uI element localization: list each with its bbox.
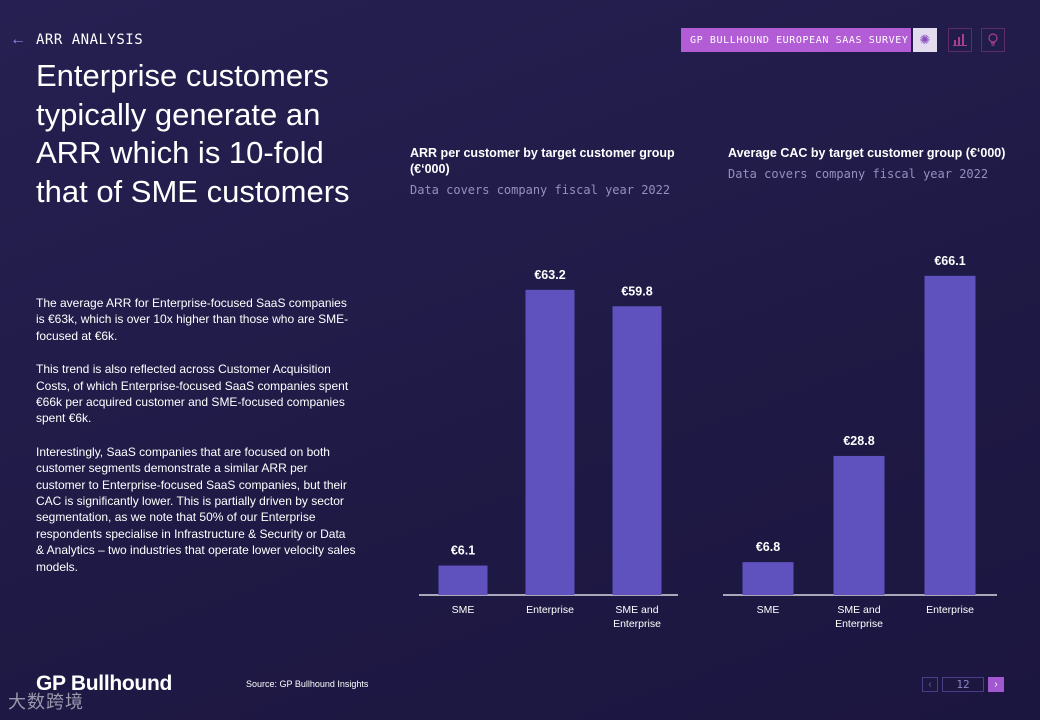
body-paragraph-1: The average ARR for Enterprise-focused S… bbox=[36, 296, 349, 343]
back-arrow-icon[interactable]: ← bbox=[10, 31, 26, 48]
cac-bar-enterprise bbox=[924, 275, 976, 595]
cac-bar-sme-and-enterprise bbox=[833, 455, 885, 595]
lightbulb-glyph bbox=[988, 33, 998, 46]
body-text: The average ARR for Enterprise-focused S… bbox=[36, 295, 356, 592]
prev-page-button[interactable]: ‹ bbox=[922, 677, 938, 692]
survey-badge[interactable]: GP BULLHOUND EUROPEAN SAAS SURVEY bbox=[681, 28, 911, 52]
arr-data-label-enterprise: €63.2 bbox=[534, 268, 565, 282]
cac-category-label-sme: SME bbox=[757, 604, 780, 616]
arr-chart-subtitle: Data covers company fiscal year 2022 bbox=[410, 183, 671, 197]
arr-data-label-sme-and-enterprise: €59.8 bbox=[621, 284, 652, 298]
body-paragraph-2: This trend is also reflected across Cust… bbox=[36, 362, 349, 426]
bar-chart-glyph bbox=[953, 34, 967, 46]
cac-category-label-sme-and-enterprise-line2: Enterprise bbox=[835, 618, 883, 630]
next-page-button[interactable]: › bbox=[988, 677, 1004, 692]
cac-chart-subtitle: Data covers company fiscal year 2022 bbox=[728, 167, 989, 181]
cac-data-label-enterprise: €66.1 bbox=[934, 254, 965, 268]
arr-bar-sme-and-enterprise bbox=[612, 306, 662, 595]
arr-category-label-enterprise: Enterprise bbox=[526, 604, 574, 616]
page-number: 12 bbox=[942, 677, 984, 692]
cac-bar-sme bbox=[742, 562, 794, 595]
arr-chart-title: ARR per customer by target customer grou… bbox=[410, 146, 675, 176]
page-headline: Enterprise customers typically generate … bbox=[36, 58, 350, 209]
cac-chart-title: Average CAC by target customer group (€‘… bbox=[728, 146, 1006, 160]
gp-bullhound-logo: GP Bullhound bbox=[36, 672, 172, 695]
arr-category-label-sme-and-enterprise-line2: Enterprise bbox=[613, 618, 661, 630]
arr-bar-sme bbox=[438, 565, 488, 595]
cac-data-label-sme-and-enterprise: €28.8 bbox=[843, 434, 874, 448]
cac-category-label-sme-and-enterprise: SME and bbox=[837, 604, 880, 616]
arr-category-label-sme: SME bbox=[452, 604, 475, 616]
source-note: Source: GP Bullhound Insights bbox=[246, 679, 369, 689]
lightbulb-icon[interactable] bbox=[981, 28, 1005, 52]
cac-category-label-enterprise: Enterprise bbox=[926, 604, 974, 616]
arr-chart-header: ARR per customer by target customer grou… bbox=[410, 145, 700, 197]
cac-data-label-sme: €6.8 bbox=[756, 540, 780, 554]
section-title: ARR ANALYSIS bbox=[36, 32, 144, 48]
arr-data-label-sme: €6.1 bbox=[451, 544, 475, 558]
watermark: 大数跨境 bbox=[8, 692, 84, 712]
arr-bar-enterprise bbox=[525, 289, 575, 595]
cac-chart-header: Average CAC by target customer group (€‘… bbox=[728, 145, 1018, 181]
arr-category-label-sme-and-enterprise: SME and bbox=[615, 604, 658, 616]
body-paragraph-3: Interestingly, SaaS companies that are f… bbox=[36, 444, 356, 574]
bar-chart-icon[interactable] bbox=[948, 28, 972, 52]
network-icon[interactable]: ✺ bbox=[913, 28, 937, 52]
back-nav[interactable]: ← ARR ANALYSIS bbox=[10, 30, 143, 50]
